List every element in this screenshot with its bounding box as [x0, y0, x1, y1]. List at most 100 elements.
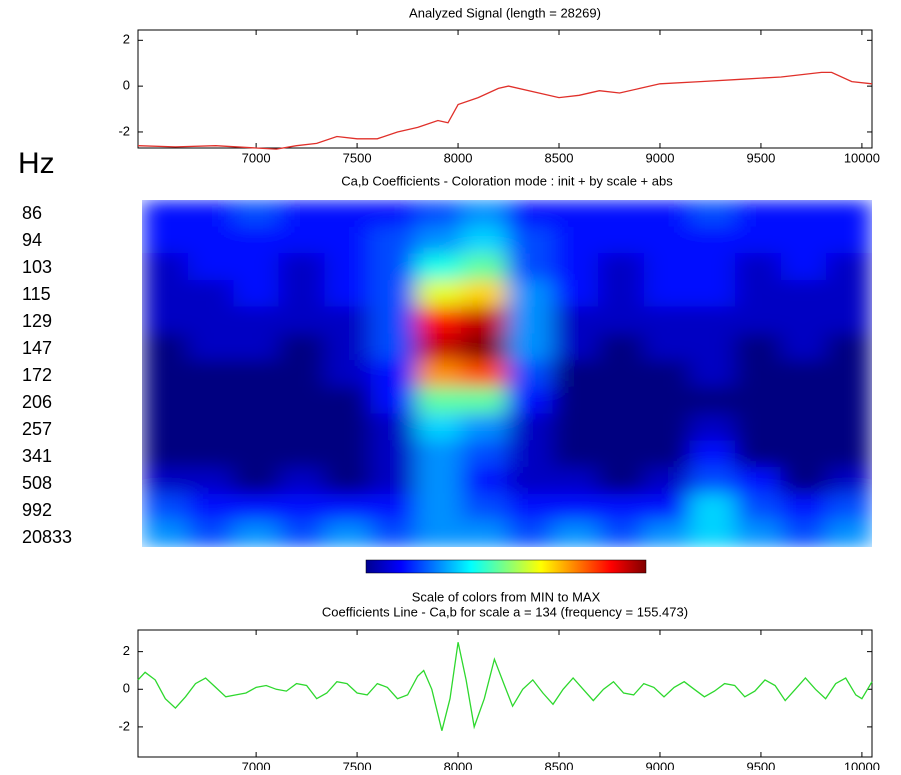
heat-cell: [233, 280, 280, 308]
y-tick-label: 0: [123, 78, 130, 93]
heat-cell: [370, 306, 417, 334]
heat-cell: [689, 333, 736, 361]
chart-title: Coefficients Line - Ca,b for scale a = 1…: [322, 604, 688, 619]
heat-cell: [415, 440, 462, 468]
chart-title: Analyzed Signal (length = 28269): [409, 5, 601, 20]
y-tick-label: -2: [118, 123, 130, 138]
heat-cell: [598, 440, 645, 468]
heat-cell: [780, 226, 827, 254]
heat-cell: [233, 306, 280, 334]
heat-cell: [142, 413, 189, 441]
heat-cell: [689, 226, 736, 254]
heat-cell: [142, 360, 189, 388]
x-tick-label: 8500: [545, 759, 574, 770]
heat-cell: [142, 386, 189, 415]
heat-cell: [552, 253, 599, 281]
heat-cell: [324, 360, 371, 388]
heat-cell: [233, 493, 280, 521]
heat-cell: [507, 226, 554, 254]
heat-cell: [735, 440, 782, 468]
heat-cell: [324, 200, 371, 228]
heat-cell: [643, 226, 690, 254]
heat-cell: [187, 200, 234, 228]
frequency-label: 257: [22, 419, 52, 439]
heat-cell: [324, 226, 371, 254]
heat-cell: [598, 386, 645, 415]
y-tick-label: 2: [123, 643, 130, 658]
chart-title: Ca,b Coefficients - Coloration mode : in…: [341, 173, 673, 188]
heat-cell: [826, 440, 872, 468]
heat-cell: [370, 360, 417, 388]
heat-cell: [278, 413, 325, 441]
plot-area: [137, 29, 873, 149]
heat-cell: [142, 306, 189, 334]
heat-cell: [370, 466, 417, 495]
x-tick-label: 9000: [646, 759, 675, 770]
heat-cell: [461, 306, 508, 334]
heat-cell: [142, 200, 189, 228]
heat-cell: [278, 386, 325, 415]
heat-cell: [187, 520, 234, 547]
heat-cell: [598, 306, 645, 334]
heat-cell: [598, 520, 645, 547]
heat-cell: [461, 440, 508, 468]
heat-cell: [324, 306, 371, 334]
heat-cell: [187, 360, 234, 388]
heat-cell: [278, 440, 325, 468]
frequency-label: 508: [22, 473, 52, 493]
heat-cell: [643, 200, 690, 228]
x-tick-label: 10000: [844, 150, 880, 165]
heat-cell: [598, 226, 645, 254]
heat-cell: [278, 200, 325, 228]
heat-cell: [552, 386, 599, 415]
heat-cell: [415, 333, 462, 361]
heat-cell: [324, 520, 371, 547]
heat-cell: [324, 413, 371, 441]
x-tick-label: 7500: [343, 759, 372, 770]
frequency-label: 94: [22, 230, 42, 250]
heat-cell: [552, 200, 599, 228]
heat-cell: [461, 386, 508, 415]
heat-cell: [233, 360, 280, 388]
heat-cell: [552, 440, 599, 468]
heat-cell: [507, 333, 554, 361]
heat-cell: [415, 226, 462, 254]
heat-cell: [507, 253, 554, 281]
heat-cell: [689, 200, 736, 228]
heat-cell: [643, 413, 690, 441]
frequency-label: 992: [22, 500, 52, 520]
frequency-label: 341: [22, 446, 52, 466]
x-tick-label: 7000: [242, 759, 271, 770]
heat-cell: [507, 466, 554, 495]
heat-cell: [552, 466, 599, 495]
heat-cell: [552, 226, 599, 254]
heat-cell: [461, 360, 508, 388]
heat-cell: [643, 280, 690, 308]
heat-cell: [552, 413, 599, 441]
heat-cell: [507, 493, 554, 521]
heat-cell: [370, 226, 417, 254]
heat-cell: [187, 333, 234, 361]
colorbar: [365, 559, 647, 574]
heat-cell: [735, 333, 782, 361]
heat-cell: [415, 360, 462, 388]
heat-cell: [278, 466, 325, 495]
heat-cell: [507, 360, 554, 388]
heat-cell: [689, 440, 736, 468]
heat-cell: [461, 413, 508, 441]
heat-cell: [826, 253, 872, 281]
heat-cell: [552, 333, 599, 361]
heat-cell: [461, 466, 508, 495]
heat-cell: [826, 200, 872, 228]
heat-cell: [643, 360, 690, 388]
x-tick-label: 9500: [746, 759, 775, 770]
frequency-label: 115: [22, 284, 51, 304]
heat-cell: [507, 520, 554, 547]
heat-cell: [187, 440, 234, 468]
x-tick-label: 9500: [746, 150, 775, 165]
frequency-label: 86: [22, 203, 42, 223]
heat-cell: [552, 280, 599, 308]
heat-cell: [370, 253, 417, 281]
heat-cell: [415, 200, 462, 228]
heat-cell: [780, 440, 827, 468]
